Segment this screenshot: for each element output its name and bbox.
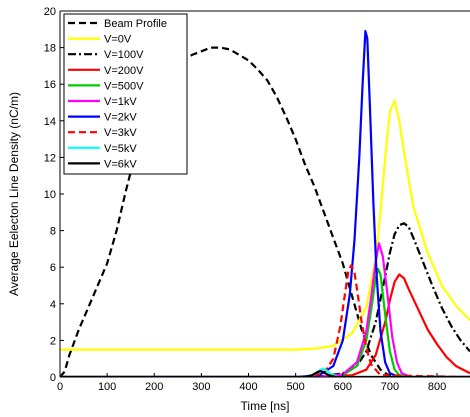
series-line-3 xyxy=(60,273,470,377)
series-line-7 xyxy=(60,264,470,377)
x-tick-label: 800 xyxy=(428,381,446,393)
x-tick-label: 100 xyxy=(98,381,116,393)
x-tick-label: 700 xyxy=(381,381,399,393)
legend-label: V=0V xyxy=(104,34,132,46)
y-axis-label: Average Eelecton Line Density (nC/m) xyxy=(7,92,21,296)
series-line-5 xyxy=(60,242,470,377)
x-axis-label: Time [ns] xyxy=(241,399,290,413)
y-tick-label: 14 xyxy=(44,116,56,128)
y-tick-label: 16 xyxy=(44,79,56,91)
y-tick-label: 18 xyxy=(44,43,56,55)
x-ticks: 0 100 200 300 400 500 600 700 800 xyxy=(57,373,446,393)
legend-label: V=500V xyxy=(104,80,144,92)
legend: Beam Profile V=0V V=100V V=200V V=500V V=1kV V… xyxy=(63,13,188,175)
legend-label: V=200V xyxy=(104,65,144,77)
legend-label: Beam Profile xyxy=(104,18,167,30)
series-line-9 xyxy=(60,370,470,377)
legend-label: V=3kV xyxy=(104,127,137,139)
x-tick-label: 600 xyxy=(334,381,352,393)
y-ticks: 0 2 4 6 8 10 12 14 16 18 20 xyxy=(44,6,64,384)
series-line-4 xyxy=(60,267,470,377)
y-tick-label: 20 xyxy=(44,6,56,18)
x-tick-label: 300 xyxy=(192,381,210,393)
legend-label: V=5kV xyxy=(104,143,137,155)
x-tick-label: 0 xyxy=(57,381,63,393)
y-tick-label: 6 xyxy=(50,262,56,274)
x-tick-label: 200 xyxy=(145,381,163,393)
y-tick-label: 0 xyxy=(50,372,56,384)
legend-items: Beam Profile V=0V V=100V V=200V V=500V V=1kV V… xyxy=(68,18,167,170)
y-tick-label: 2 xyxy=(50,335,56,347)
series-layer xyxy=(60,30,470,377)
series-line-0 xyxy=(60,46,400,377)
y-tick-label: 4 xyxy=(50,299,56,311)
y-tick-label: 8 xyxy=(50,226,56,238)
x-tick-label: 400 xyxy=(239,381,257,393)
legend-label: V=100V xyxy=(104,49,144,61)
series-line-6 xyxy=(60,30,470,377)
x-tick-label: 500 xyxy=(286,381,304,393)
series-line-1 xyxy=(60,99,470,351)
legend-label: V=1kV xyxy=(104,96,137,108)
legend-label: V=2kV xyxy=(104,112,137,124)
legend-label: V=6kV xyxy=(104,158,137,170)
y-tick-label: 12 xyxy=(44,152,56,164)
y-tick-label: 10 xyxy=(44,189,56,201)
